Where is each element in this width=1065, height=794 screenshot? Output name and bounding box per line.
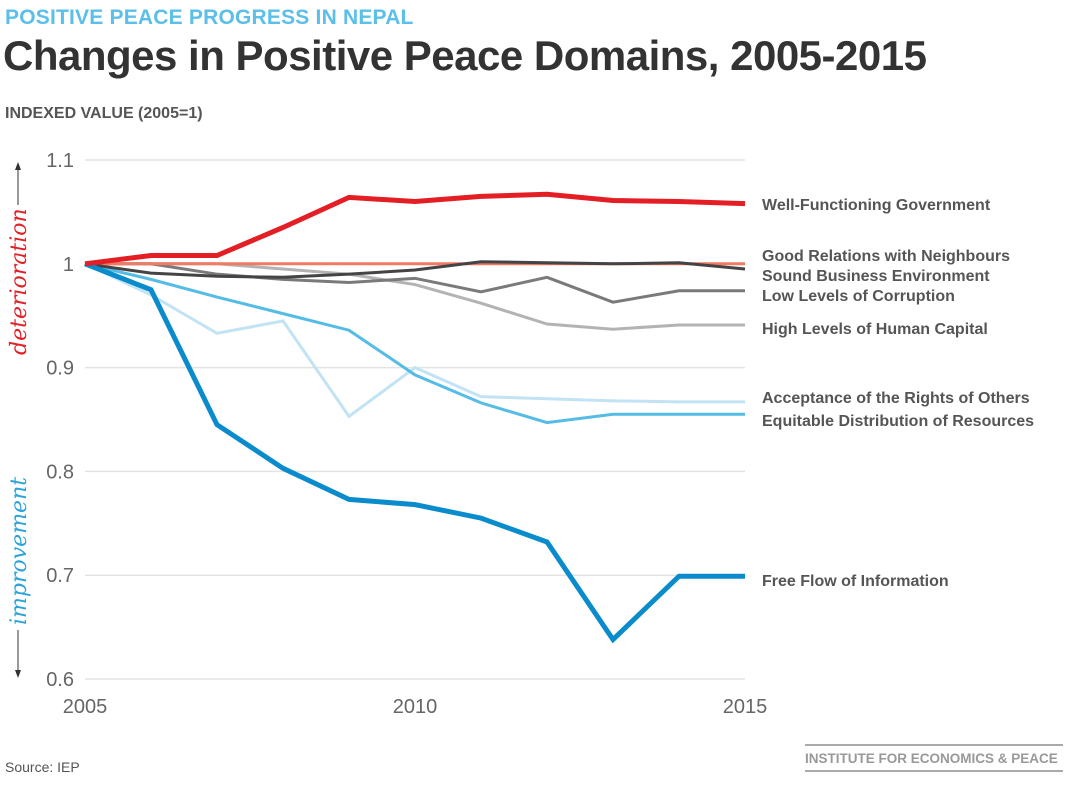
x-tick-label: 2005 bbox=[63, 696, 108, 718]
y-tick-labels: 1.1 1 0.9 0.8 0.7 0.6 bbox=[46, 150, 74, 691]
y-tick-label: 1.1 bbox=[46, 150, 74, 172]
series-label: High Levels of Human Capital bbox=[762, 321, 988, 338]
x-tick-label: 2015 bbox=[723, 696, 768, 718]
series-label: Good Relations with Neighbours bbox=[762, 248, 1010, 265]
series-line-acceptance-of-the-rights-of-others bbox=[84, 262, 745, 419]
series-label: Equitable Distribution of Resources bbox=[762, 413, 1034, 430]
series-line-well-functioning-government bbox=[84, 191, 746, 267]
series-line-equitable-distribution-of-resources bbox=[84, 262, 745, 425]
up-arrow-head-icon bbox=[15, 162, 21, 170]
y-axis-label: INDEXED VALUE (2005=1) bbox=[5, 105, 203, 122]
x-tick-label: 2010 bbox=[393, 696, 438, 718]
series-label: Well-Functioning Government bbox=[762, 197, 991, 214]
series-line-free-flow-of-information bbox=[84, 261, 745, 644]
series-line-sound-business-environment bbox=[84, 260, 746, 279]
gridlines bbox=[85, 159, 745, 680]
series-label: Sound Business Environment bbox=[762, 268, 990, 285]
down-arrow-head-icon bbox=[15, 670, 21, 678]
source-note: Source: IEP bbox=[5, 759, 80, 775]
series-labels: Acceptance of the Rights of Others Equita… bbox=[762, 197, 1034, 590]
chart-kicker: POSITIVE PEACE PROGRESS IN NEPAL bbox=[5, 6, 414, 29]
series-label: Low Levels of Corruption bbox=[762, 288, 955, 305]
y-tick-label: 0.8 bbox=[46, 461, 74, 483]
y-tick-label: 0.7 bbox=[46, 565, 74, 587]
series-label: Free Flow of Information bbox=[762, 573, 949, 590]
y-tick-label: 0.6 bbox=[46, 669, 74, 691]
series-lines bbox=[84, 191, 746, 644]
y-tick-label: 1 bbox=[63, 254, 74, 276]
deterioration-label: deterioration bbox=[7, 208, 32, 355]
direction-annotations: deterioration improvement bbox=[7, 162, 32, 678]
chart-title: Changes in Positive Peace Domains, 2005-… bbox=[3, 32, 927, 79]
improvement-label: improvement bbox=[7, 477, 32, 625]
iep-logo: INSTITUTE FOR ECONOMICS & PEACE bbox=[805, 744, 1063, 772]
series-line-low-levels-of-corruption bbox=[85, 262, 745, 304]
y-tick-label: 0.9 bbox=[46, 358, 74, 380]
x-tick-labels: 2005 2010 2015 bbox=[63, 696, 768, 718]
series-label: Acceptance of the Rights of Others bbox=[762, 390, 1030, 407]
